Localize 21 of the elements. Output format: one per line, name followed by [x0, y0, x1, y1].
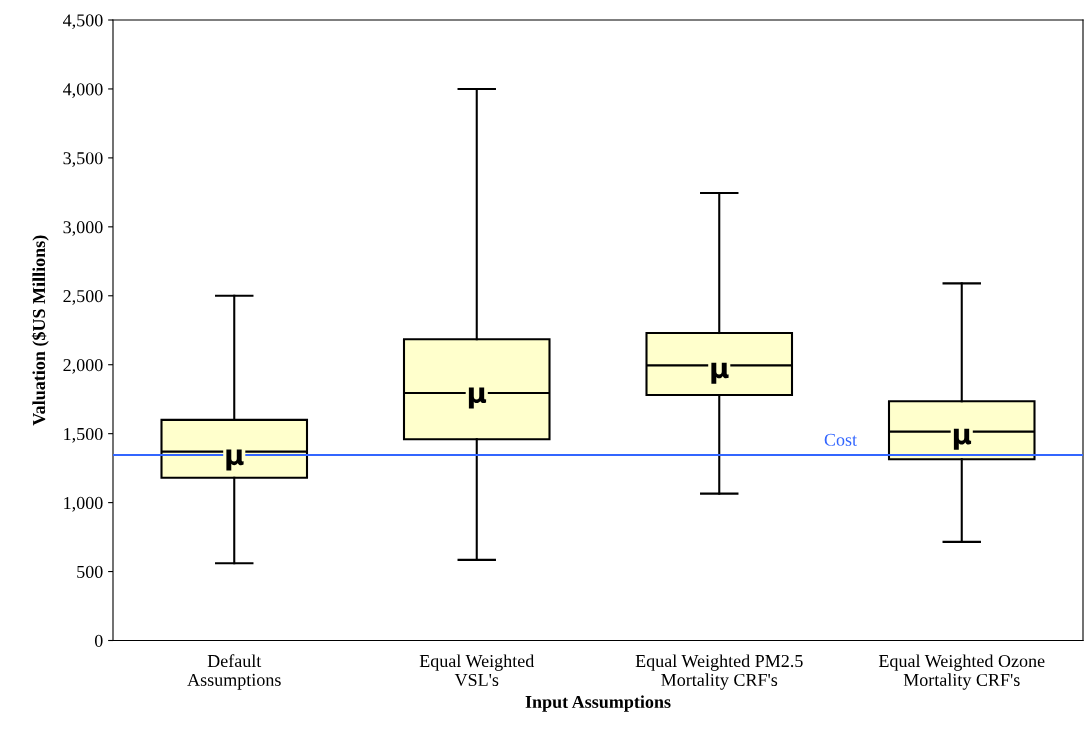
y-tick-label: 1,000 [64, 496, 103, 512]
ref-line-label: Cost [824, 433, 857, 446]
y-tick-label: 1,500 [64, 427, 103, 443]
annotation: μ [953, 428, 972, 450]
y-tick-label: 2,500 [63, 290, 103, 305]
x-tick-label: Default Assumptions [187, 654, 281, 690]
y-tick-label: 3,500 [63, 152, 103, 167]
annotation: μ [711, 362, 729, 384]
x-axis-title: Input Assumptions [525, 695, 671, 712]
x-tick-label: Equal Weighted Ozone Mortality CRF's [878, 654, 1045, 690]
y-tick-label: 3,000 [63, 221, 103, 236]
x-tick-label: Equal Weighted VSL's [419, 654, 535, 687]
y-tick-label: 0 [94, 634, 103, 647]
y-axis-title: Valuation ($US Millions) [31, 235, 49, 426]
y-tick-label: 4,000 [63, 83, 103, 98]
y-tick-label: 4,500 [63, 14, 103, 30]
y-tick-label: 2,000 [63, 358, 103, 374]
annotation: μ [226, 449, 244, 471]
y-tick-label: 500 [77, 565, 103, 578]
x-tick-label: Equal Weighted PM2.5 Mortality CRF's [635, 654, 803, 690]
annotation: μ [468, 387, 487, 409]
